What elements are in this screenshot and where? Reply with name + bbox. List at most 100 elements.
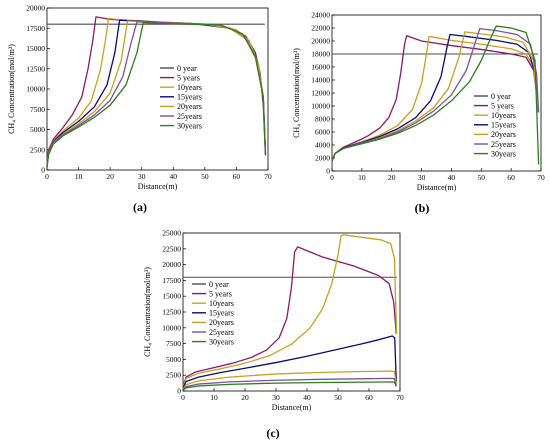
- x-tick-label: 10: [75, 172, 83, 181]
- legend-label: 25years: [177, 112, 202, 121]
- x-tick-label: 70: [264, 172, 272, 181]
- legend-label: 10years: [491, 111, 516, 120]
- legend-label: 0 year: [177, 64, 197, 73]
- x-tick-label: 70: [396, 393, 404, 402]
- series-line-30years: [46, 21, 267, 167]
- y-tick-label: 2500: [30, 145, 45, 154]
- y-tick-label: 4000: [315, 141, 330, 150]
- y-tick-label: 17500: [162, 276, 181, 285]
- series-line-5-years: [331, 35, 539, 162]
- y-tick-label: 8000: [315, 115, 330, 124]
- x-tick-label: 40: [303, 393, 311, 402]
- x-tick-label: 10: [210, 393, 218, 402]
- series-line-20years: [46, 20, 267, 167]
- y-tick-label: 25000: [162, 229, 181, 238]
- x-axis-label: Distance(m): [138, 182, 178, 191]
- legend-label: 30years: [491, 149, 516, 158]
- legend-label: 20years: [209, 318, 234, 327]
- series-line-15years: [46, 19, 267, 167]
- x-tick-label: 30: [138, 172, 146, 181]
- plot-frame: [46, 7, 269, 171]
- legend-label: 15years: [177, 93, 202, 102]
- legend-label: 25years: [491, 140, 516, 149]
- y-tick-label: 22000: [311, 24, 330, 33]
- legend-label: 30years: [209, 337, 234, 346]
- legend-label: 30years: [177, 121, 202, 130]
- x-tick-label: 50: [201, 172, 209, 181]
- legend-label: 10years: [177, 83, 202, 92]
- x-tick-label: 50: [334, 393, 342, 402]
- y-tick-label: 5000: [166, 355, 181, 364]
- series-line-10years: [46, 17, 267, 167]
- y-tick-label: 14000: [311, 76, 330, 85]
- y-tick-label: 12500: [26, 64, 45, 73]
- y-tick-label: 10000: [311, 102, 330, 111]
- legend-label: 10years: [209, 299, 234, 308]
- panel-label: (b): [415, 201, 430, 215]
- y-tick-label: 20000: [162, 260, 181, 269]
- y-tick-label: 24000: [311, 11, 330, 20]
- legend-label: 5 years: [209, 289, 232, 298]
- x-tick-label: 60: [507, 173, 515, 182]
- y-tick-label: 20000: [311, 37, 330, 46]
- y-tick-label: 12500: [162, 308, 181, 317]
- chart-c: 0 10 20 30 40 50 60 70 0 2500 5000 7500 10000 12500 15…: [143, 229, 404, 441]
- y-tick-label: 10000: [26, 85, 45, 94]
- y-tick-label: 5000: [30, 125, 45, 134]
- x-tick-label: 60: [365, 393, 373, 402]
- x-tick-label: 30: [272, 393, 280, 402]
- x-tick-label: 60: [233, 172, 241, 181]
- y-tick-label: 10000: [162, 323, 181, 332]
- legend-label: 0 year: [491, 92, 511, 101]
- x-tick-label: 40: [448, 173, 456, 182]
- legend-label: 20years: [491, 130, 516, 139]
- y-tick-label: 17500: [26, 24, 45, 33]
- chart-a: 0 10 20 30 40 50 60 70 0 2500 5000 7500 10000 12500 15…: [7, 4, 272, 215]
- chart-b: 0 10 20 30 40 50 60 70 0 2000 4000 6000 8000 10000 120…: [292, 11, 545, 216]
- legend-label: 0 year: [209, 280, 229, 289]
- legend-label: 15years: [209, 309, 234, 318]
- x-tick-label: 20: [241, 393, 249, 402]
- panel-label: (a): [133, 200, 147, 214]
- y-axis-label: CH₄ Concentration(mol/m³): [292, 48, 301, 138]
- y-tick-label: 16000: [311, 63, 330, 72]
- legend-label: 15years: [491, 121, 516, 130]
- series-line-20years: [182, 370, 397, 390]
- panel-label: (c): [266, 426, 279, 440]
- series-line-25years: [46, 21, 267, 167]
- y-tick-label: 0: [177, 387, 181, 396]
- y-tick-label: 20000: [26, 4, 45, 13]
- y-tick-label: 15000: [162, 292, 181, 301]
- series-line-5-years: [46, 16, 267, 167]
- series-line-10years: [182, 234, 398, 387]
- y-tick-label: 0: [41, 166, 45, 175]
- y-tick-label: 22500: [162, 244, 181, 253]
- y-tick-label: 12000: [311, 89, 330, 98]
- x-tick-label: 70: [537, 173, 545, 182]
- x-tick-label: 0: [45, 172, 49, 181]
- legend-label: 20years: [177, 102, 202, 111]
- series-line-15years: [182, 335, 397, 389]
- x-axis-label: Distance(m): [272, 403, 312, 412]
- series-line-30years: [331, 25, 540, 165]
- y-tick-label: 2500: [166, 371, 181, 380]
- series-line-25years: [182, 377, 397, 391]
- x-tick-label: 50: [478, 173, 486, 182]
- y-tick-label: 15000: [26, 44, 45, 53]
- series-line-5-years: [182, 246, 397, 387]
- x-tick-label: 30: [418, 173, 426, 182]
- x-tick-label: 40: [170, 172, 178, 181]
- y-tick-label: 0: [326, 167, 330, 176]
- y-tick-label: 2000: [315, 154, 330, 163]
- legend-label: 5 years: [177, 73, 200, 82]
- y-axis-label: CH₄ Concentration(mol/m³): [143, 267, 152, 357]
- y-tick-label: 18000: [311, 50, 330, 59]
- x-axis-label: Distance(m): [417, 183, 457, 192]
- y-tick-label: 7500: [166, 339, 181, 348]
- x-tick-label: 0: [330, 173, 334, 182]
- series-line-30years: [182, 381, 397, 391]
